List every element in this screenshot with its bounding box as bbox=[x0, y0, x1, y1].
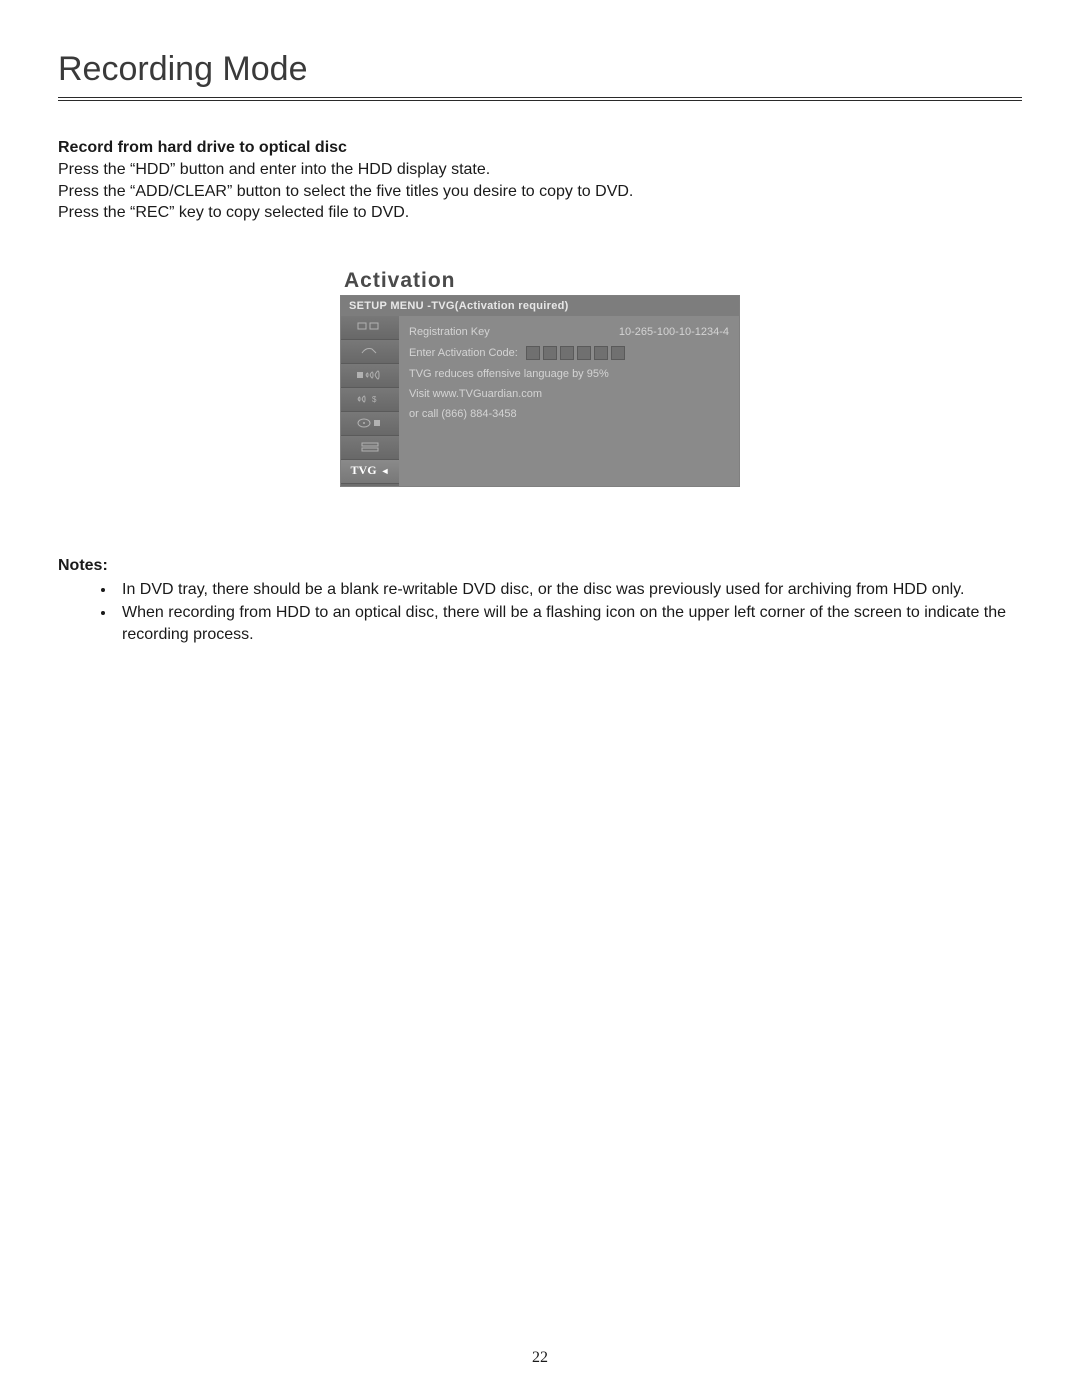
setup-menu: SETUP MENU -TVG(Activation required) $ bbox=[340, 295, 740, 487]
signal-icon: $ bbox=[356, 393, 384, 405]
registration-key-value: 10-265-100-10-1234-4 bbox=[619, 326, 729, 338]
notes-heading: Notes: bbox=[58, 557, 1022, 575]
note-item: In DVD tray, there should be a blank re-… bbox=[116, 579, 1022, 601]
display-icon bbox=[356, 321, 384, 333]
section-heading: Record from hard drive to optical disc bbox=[58, 139, 1022, 157]
code-box bbox=[611, 346, 625, 360]
tvg-phone: or call (866) 884-3458 bbox=[409, 408, 517, 420]
svg-text:$: $ bbox=[372, 395, 377, 404]
sidebar-item-tvg: TVG ◄ bbox=[341, 460, 399, 484]
sidebar-item-6 bbox=[341, 436, 399, 460]
setup-sidebar: $ TVG ◄ bbox=[341, 316, 399, 486]
code-box bbox=[543, 346, 557, 360]
note-item: When recording from HDD to an optical di… bbox=[116, 602, 1022, 645]
tvg-label: TVG bbox=[351, 463, 377, 478]
sidebar-item-1 bbox=[341, 316, 399, 340]
sidebar-item-3 bbox=[341, 364, 399, 388]
code-box bbox=[560, 346, 574, 360]
setup-menu-header: SETUP MENU -TVG(Activation required) bbox=[341, 296, 739, 316]
setup-content: Registration Key 10-265-100-10-1234-4 En… bbox=[399, 316, 739, 486]
activation-screenshot: Activation SETUP MENU -TVG(Activation re… bbox=[340, 269, 740, 487]
instruction-line-2: Press the “ADD/CLEAR” button to select t… bbox=[58, 181, 1022, 203]
code-box bbox=[526, 346, 540, 360]
notes-list: In DVD tray, there should be a blank re-… bbox=[58, 579, 1022, 646]
title-rule bbox=[58, 97, 1022, 101]
page-number: 22 bbox=[0, 1349, 1080, 1367]
registration-key-label: Registration Key bbox=[409, 326, 490, 338]
instruction-line-3: Press the “REC” key to copy selected fil… bbox=[58, 202, 1022, 224]
enter-activation-code-label: Enter Activation Code: bbox=[409, 347, 518, 359]
satellite-icon bbox=[358, 345, 382, 357]
audio-icon bbox=[355, 369, 385, 381]
activation-title: Activation bbox=[344, 269, 740, 293]
page-title: Recording Mode bbox=[58, 50, 1022, 89]
code-box bbox=[577, 346, 591, 360]
drive-icon bbox=[358, 441, 382, 453]
sidebar-item-4: $ bbox=[341, 388, 399, 412]
arrow-left-icon: ◄ bbox=[381, 466, 390, 476]
code-box bbox=[594, 346, 608, 360]
disc-icon bbox=[356, 417, 384, 429]
sidebar-item-5 bbox=[341, 412, 399, 436]
tvg-website: Visit www.TVGuardian.com bbox=[409, 388, 542, 400]
sidebar-item-2 bbox=[341, 340, 399, 364]
activation-code-boxes bbox=[526, 346, 625, 360]
instruction-line-1: Press the “HDD” button and enter into th… bbox=[58, 159, 1022, 181]
tvg-tagline: TVG reduces offensive language by 95% bbox=[409, 368, 609, 380]
